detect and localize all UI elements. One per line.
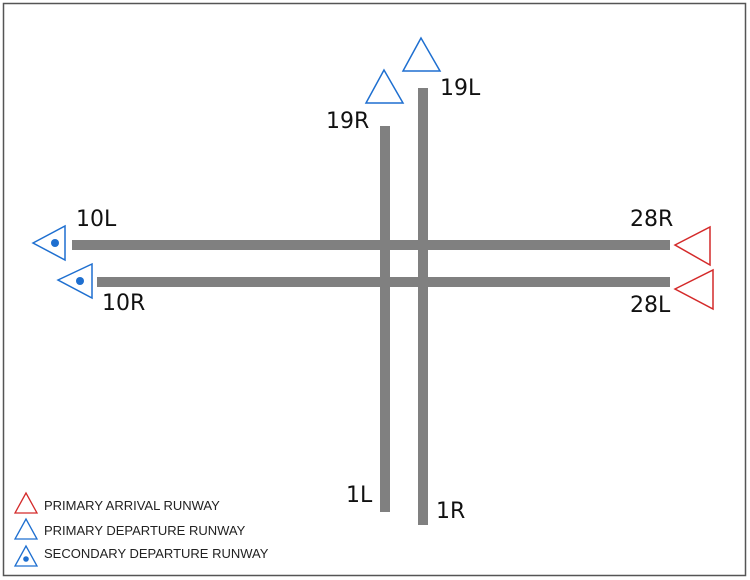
legend-arrival-icon xyxy=(13,491,39,514)
primary-departure-icon xyxy=(401,36,442,72)
legend-secondary-departure: SECONDARY DEPARTURE RUNWAY xyxy=(44,546,269,561)
runway-label-28L: 28L xyxy=(630,293,671,318)
primary-departure-icon xyxy=(364,68,405,104)
runway-markers xyxy=(31,36,714,311)
runway-19L-1R xyxy=(418,88,428,525)
runway-label-19R: 19R xyxy=(326,109,369,134)
legend-secondary-departure-icon xyxy=(13,544,39,567)
runway-label-28R: 28R xyxy=(630,207,673,232)
primary-arrival-icon xyxy=(673,225,711,267)
secondary-departure-icon xyxy=(31,224,66,262)
runway-label-1R: 1R xyxy=(436,499,465,524)
legend-primary-arrival: PRIMARY ARRIVAL RUNWAY xyxy=(44,498,220,513)
runways xyxy=(72,88,670,525)
runway-label-19L: 19L xyxy=(440,76,481,101)
primary-arrival-icon xyxy=(673,268,714,311)
legend-primary-departure: PRIMARY DEPARTURE RUNWAY xyxy=(44,523,246,538)
runway-labels: 10L 10R 28R 28L 19L 19R 1L 1R xyxy=(76,76,673,524)
runway-19R-1L xyxy=(380,126,390,512)
secondary-departure-icon xyxy=(56,262,93,300)
runway-label-10R: 10R xyxy=(102,291,145,316)
runway-10L-28R xyxy=(72,240,670,250)
runway-label-10L: 10L xyxy=(76,207,117,232)
runway-label-1L: 1L xyxy=(346,483,373,508)
legend: PRIMARY ARRIVAL RUNWAY PRIMARY DEPARTURE… xyxy=(13,491,269,567)
legend-departure-icon xyxy=(13,517,39,540)
